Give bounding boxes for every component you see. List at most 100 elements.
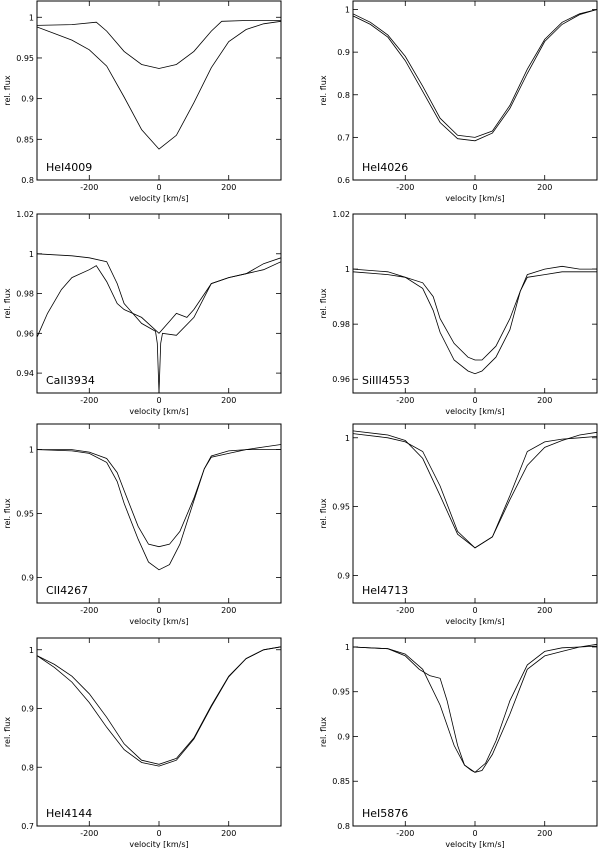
panel-4-frame xyxy=(352,213,598,394)
panel-2-ytick-label: 0.6 xyxy=(337,176,350,185)
panel-6: -200 0 200 0.9 0.95 1 velocity [km/s] rel. flux… xyxy=(319,423,598,626)
panel-5-series-2-line xyxy=(37,444,281,548)
panel-8-ylabel: rel. flux xyxy=(319,717,328,747)
panel-7: -200 0 200 0.7 0.8 0.9 1 velocity [km/s] rel. fl… xyxy=(3,637,282,848)
panel-7-ytick-label: 0.7 xyxy=(21,822,34,831)
panel-4-series-1-line xyxy=(353,271,597,361)
panel-6-series-1-line xyxy=(353,433,597,549)
panel-7-xtick-label: 0 xyxy=(156,829,161,838)
panel-7-line-label: HeI4144 xyxy=(46,807,92,820)
panel-1-ylabel: rel. flux xyxy=(3,75,12,105)
panel-4-ytick-label: 1.02 xyxy=(332,210,350,219)
panel-4-xlabel: velocity [km/s] xyxy=(445,407,504,416)
panel-8-line-label: HeI5876 xyxy=(362,807,408,820)
panel-2-series-1-line xyxy=(353,9,597,138)
panel-3-xtick-label: -200 xyxy=(80,396,98,405)
panel-7-series-2-line xyxy=(37,646,281,767)
panel-4-line-label: SiIII4553 xyxy=(362,374,410,387)
panel-5-ytick-label: 0.95 xyxy=(16,510,34,519)
panel-2-ytick-label: 1 xyxy=(345,6,350,15)
panel-8-xtick-label: 200 xyxy=(537,829,552,838)
panel-1-xtick-label: -200 xyxy=(80,183,98,192)
panel-1-ytick-label: 0.95 xyxy=(16,54,34,63)
panel-5-ytick-label: 0.9 xyxy=(21,573,34,582)
panel-1-frame xyxy=(36,0,282,181)
panel-3-series-2-line xyxy=(37,257,281,338)
panel-8-ytick-label: 0.85 xyxy=(332,777,350,786)
panel-5-xtick-label: -200 xyxy=(80,606,98,615)
panel-1-ytick-label: 1 xyxy=(29,13,34,22)
panel-1-series-2-line xyxy=(37,20,281,150)
panel-5-series-1-line xyxy=(37,449,281,571)
panel-3-xlabel: velocity [km/s] xyxy=(129,407,188,416)
panel-5-ytick-label: 1 xyxy=(29,446,34,455)
panel-3-ytick-label: 0.98 xyxy=(16,290,34,299)
panel-3: -200 0 200 0.94 0.96 0.98 1 1.02 velocity [km/s]… xyxy=(3,210,282,416)
panel-6-ytick-label: 1 xyxy=(345,434,350,443)
panel-3-xtick-label: 0 xyxy=(156,396,161,405)
panel-3-xtick-label: 200 xyxy=(221,396,236,405)
panel-1-series-1-line xyxy=(37,20,281,69)
panel-2-series-2-line xyxy=(353,9,597,142)
panel-2: -200 0 200 0.6 0.7 0.8 0.9 1 velocity [km/s] rel.… xyxy=(319,0,598,203)
panel-8-series-2-line xyxy=(353,643,597,773)
panel-2-ylabel: rel. flux xyxy=(319,75,328,105)
panel-7-xlabel: velocity [km/s] xyxy=(129,840,188,848)
panel-5-xlabel: velocity [km/s] xyxy=(129,617,188,626)
panel-8-ytick-label: 0.95 xyxy=(332,688,350,697)
panel-7-ytick-label: 0.9 xyxy=(21,705,34,714)
panel-1-ytick-label: 0.85 xyxy=(16,135,34,144)
panel-8-series-1-line xyxy=(353,645,597,773)
panel-4-ytick-label: 1 xyxy=(345,265,350,274)
panel-1-line-label: HeI4009 xyxy=(46,161,92,174)
panel-2-xtick-label: -200 xyxy=(396,183,414,192)
panel-1-xtick-label: 0 xyxy=(156,183,161,192)
panel-4-xtick-label: 200 xyxy=(537,396,552,405)
panel-8-xtick-label: 0 xyxy=(472,829,477,838)
panel-4-xtick-label: -200 xyxy=(396,396,414,405)
panel-4: -200 0 200 0.96 0.98 1 1.02 velocity [km/s] rel.… xyxy=(319,210,598,416)
panel-5-xtick-label: 0 xyxy=(156,606,161,615)
panel-4-ytick-label: 0.96 xyxy=(332,375,350,384)
panel-8-ytick-label: 0.8 xyxy=(337,822,350,831)
panel-1-xlabel: velocity [km/s] xyxy=(129,194,188,203)
panel-6-xtick-label: 0 xyxy=(472,606,477,615)
panel-4-ylabel: rel. flux xyxy=(319,288,328,318)
panel-7-xtick-label: 200 xyxy=(221,829,236,838)
panel-7-frame xyxy=(36,637,282,827)
panel-5: -200 0 200 0.9 0.95 1 velocity [km/s] rel. flux… xyxy=(3,423,282,626)
panel-6-line-label: HeI4713 xyxy=(362,584,408,597)
panel-3-line-label: CaII3934 xyxy=(46,374,95,387)
panel-5-ylabel: rel. flux xyxy=(3,498,12,528)
panel-4-ytick-label: 0.98 xyxy=(332,320,350,329)
panel-2-ytick-label: 0.8 xyxy=(337,91,350,100)
panel-4-series-2-line xyxy=(353,265,597,375)
panel-3-ylabel: rel. flux xyxy=(3,288,12,318)
panel-7-ylabel: rel. flux xyxy=(3,717,12,747)
panel-2-ytick-label: 0.9 xyxy=(337,48,350,57)
panel-6-ytick-label: 0.9 xyxy=(337,571,350,580)
panel-2-line-label: HeI4026 xyxy=(362,161,408,174)
panel-6-xtick-label: -200 xyxy=(396,606,414,615)
panel-6-frame xyxy=(352,423,598,604)
panel-2-frame xyxy=(352,0,598,181)
panel-6-ytick-label: 0.95 xyxy=(332,503,350,512)
panel-3-series-1-line xyxy=(37,253,281,393)
panel-1: -200 0 200 0.8 0.85 0.9 0.95 1 velocity [km/s] re… xyxy=(3,0,282,203)
panel-2-ytick-label: 0.7 xyxy=(337,133,350,142)
panel-2-xtick-label: 200 xyxy=(537,183,552,192)
panel-7-ytick-label: 1 xyxy=(29,646,34,655)
panel-7-xtick-label: -200 xyxy=(80,829,98,838)
panel-8: -200 0 200 0.8 0.85 0.9 0.95 1 velocity [km/s] re… xyxy=(319,637,598,848)
panel-3-ytick-label: 1 xyxy=(29,250,34,259)
panel-3-frame xyxy=(36,213,282,394)
panel-8-ytick-label: 1 xyxy=(345,643,350,652)
panel-6-xtick-label: 200 xyxy=(537,606,552,615)
panel-1-xtick-label: 200 xyxy=(221,183,236,192)
panel-6-ylabel: rel. flux xyxy=(319,498,328,528)
panel-4-xtick-label: 0 xyxy=(472,396,477,405)
panel-8-xtick-label: -200 xyxy=(396,829,414,838)
panel-2-xlabel: velocity [km/s] xyxy=(445,194,504,203)
panel-7-ytick-label: 0.8 xyxy=(21,763,34,772)
panel-3-ytick-label: 0.94 xyxy=(16,369,34,378)
